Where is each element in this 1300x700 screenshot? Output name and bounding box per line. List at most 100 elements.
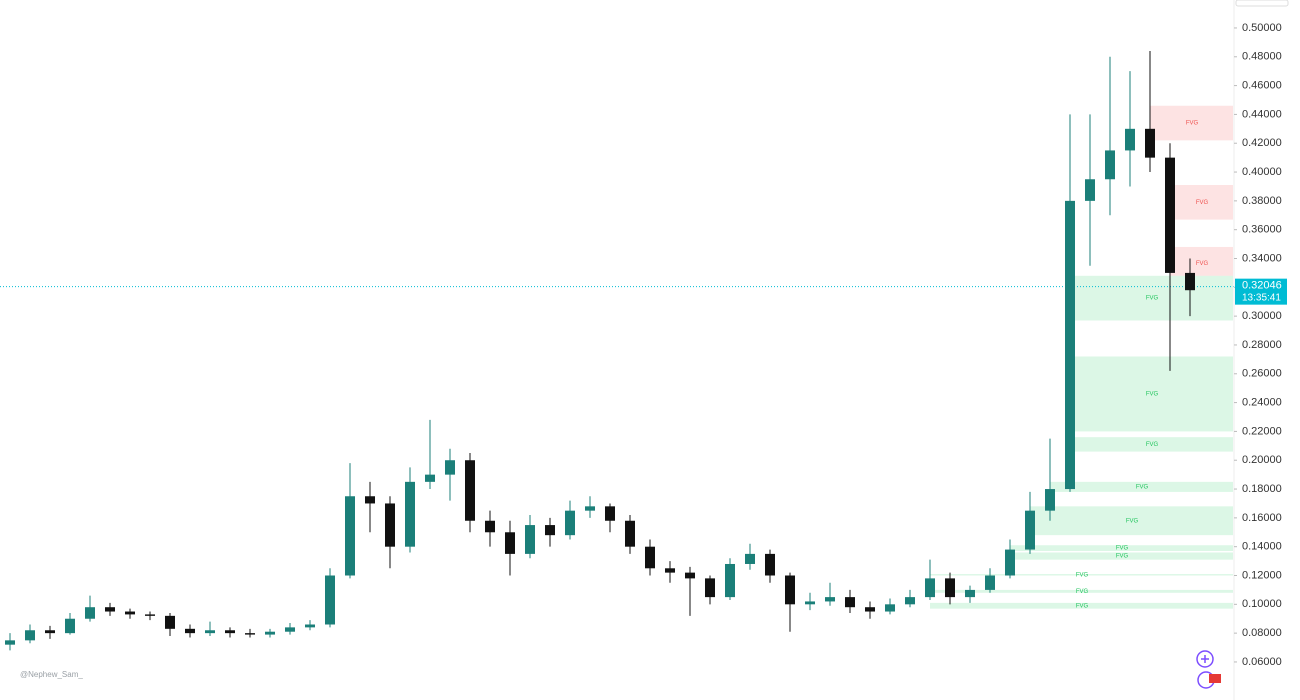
candle-body <box>685 572 695 579</box>
fvg-zone <box>1170 246 1233 281</box>
candle-body <box>145 614 155 616</box>
fvg-label: FVG <box>1196 261 1209 267</box>
fvg-zone <box>930 589 1233 593</box>
candle-body <box>1085 179 1095 201</box>
y-tick-label: 0.42000 <box>1242 137 1282 149</box>
candle-body <box>305 624 315 628</box>
watermark: @Nephew_Sam_ <box>20 670 83 679</box>
candle-body <box>525 525 535 554</box>
fvg-label: FVG <box>1076 603 1089 609</box>
fvg-zones: FVG FVG FVG FVG FVG FVG FVG FVG FVG FVG FVG FVG FVG <box>930 105 1233 609</box>
candle-body <box>1185 272 1195 291</box>
y-tick-label: 0.46000 <box>1242 79 1282 91</box>
candle-body <box>185 628 195 634</box>
candle-body <box>1025 510 1035 550</box>
candle-body <box>585 506 595 511</box>
y-tick-label: 0.24000 <box>1242 396 1282 408</box>
y-tick-label: 0.38000 <box>1242 195 1282 207</box>
candle-body <box>325 575 335 625</box>
fvg-label: FVG <box>1186 121 1199 127</box>
candle-body <box>225 630 235 634</box>
fvg-label: FVG <box>1136 484 1149 490</box>
fvg-label: FVG <box>1116 546 1129 552</box>
y-tick-label: 0.08000 <box>1242 627 1282 639</box>
candle-body <box>445 460 455 475</box>
candle-body <box>205 630 215 634</box>
y-tick-label: 0.12000 <box>1242 569 1282 581</box>
y-tick-label: 0.28000 <box>1242 339 1282 351</box>
y-tick-label: 0.36000 <box>1242 224 1282 236</box>
candle-body <box>965 589 975 598</box>
candle-body <box>1125 128 1135 151</box>
candle-body <box>45 630 55 634</box>
fvg-label: FVG <box>1146 296 1159 302</box>
candle-body <box>605 506 615 521</box>
candle-body <box>265 631 275 635</box>
candle-body <box>1105 150 1115 180</box>
fvg-label: FVG <box>1146 392 1159 398</box>
candle-body <box>745 553 755 564</box>
candle-body <box>845 597 855 608</box>
candle-body <box>365 496 375 504</box>
fvg-zone <box>1070 356 1233 432</box>
flag-icon <box>1209 674 1221 683</box>
candle-body <box>785 575 795 605</box>
fvg-zone <box>1070 437 1233 452</box>
candle-body <box>765 553 775 576</box>
candle-body <box>25 630 35 641</box>
candle-body <box>465 460 475 521</box>
fvg-label: FVG <box>1126 518 1139 524</box>
candle-body <box>825 597 835 602</box>
candle-body <box>245 633 255 635</box>
candle-body <box>125 611 135 615</box>
candle-body <box>425 474 435 482</box>
y-tick-label: 0.10000 <box>1242 598 1282 610</box>
y-tick-label: 0.18000 <box>1242 483 1282 495</box>
y-tick-label: 0.06000 <box>1242 656 1282 668</box>
candle-body <box>405 481 415 547</box>
price-axis: 0.06000 0.08000 0.10000 0.12000 0.14000 0.160… <box>1234 22 1287 668</box>
price-tag <box>1235 278 1287 305</box>
fvg-label: FVG <box>1076 589 1089 595</box>
y-tick-label: 0.20000 <box>1242 454 1282 466</box>
fvg-zone <box>1170 185 1233 220</box>
candle-body <box>1005 549 1015 576</box>
fvg-zone <box>930 574 1233 576</box>
candle-body <box>545 525 555 536</box>
price-tag-value: 0.32046 <box>1242 280 1282 292</box>
y-tick-label: 0.30000 <box>1242 310 1282 322</box>
fvg-zone <box>1050 481 1233 492</box>
y-tick-label: 0.26000 <box>1242 368 1282 380</box>
candle-body <box>665 568 675 573</box>
candle-body <box>705 578 715 598</box>
add-icon <box>1201 655 1209 663</box>
candle-body <box>85 607 95 619</box>
candle-body <box>885 604 895 612</box>
y-tick-label: 0.44000 <box>1242 108 1282 120</box>
candle-body <box>1045 489 1055 511</box>
candle-body <box>565 510 575 536</box>
price-tag-countdown: 13:35:41 <box>1242 292 1281 303</box>
fvg-zone <box>1010 545 1233 552</box>
fvg-label: FVG <box>1076 572 1089 578</box>
fvg-zone <box>1010 552 1233 560</box>
candle-body <box>725 563 735 598</box>
candle-body <box>505 532 515 554</box>
candle-body <box>1145 128 1155 158</box>
candle-body <box>1165 157 1175 273</box>
candle-body <box>645 546 655 569</box>
fvg-label: FVG <box>1146 442 1159 448</box>
candle-body <box>385 503 395 547</box>
y-tick-label: 0.48000 <box>1242 51 1282 63</box>
y-tick-label: 0.50000 <box>1242 22 1282 34</box>
candle-body <box>805 601 815 605</box>
candles <box>0 51 1234 651</box>
fvg-zone <box>1150 105 1233 141</box>
settings-button[interactable] <box>1235 0 1289 7</box>
add-button[interactable] <box>1196 650 1214 668</box>
candle-body <box>985 575 995 590</box>
candle-body <box>165 615 175 629</box>
